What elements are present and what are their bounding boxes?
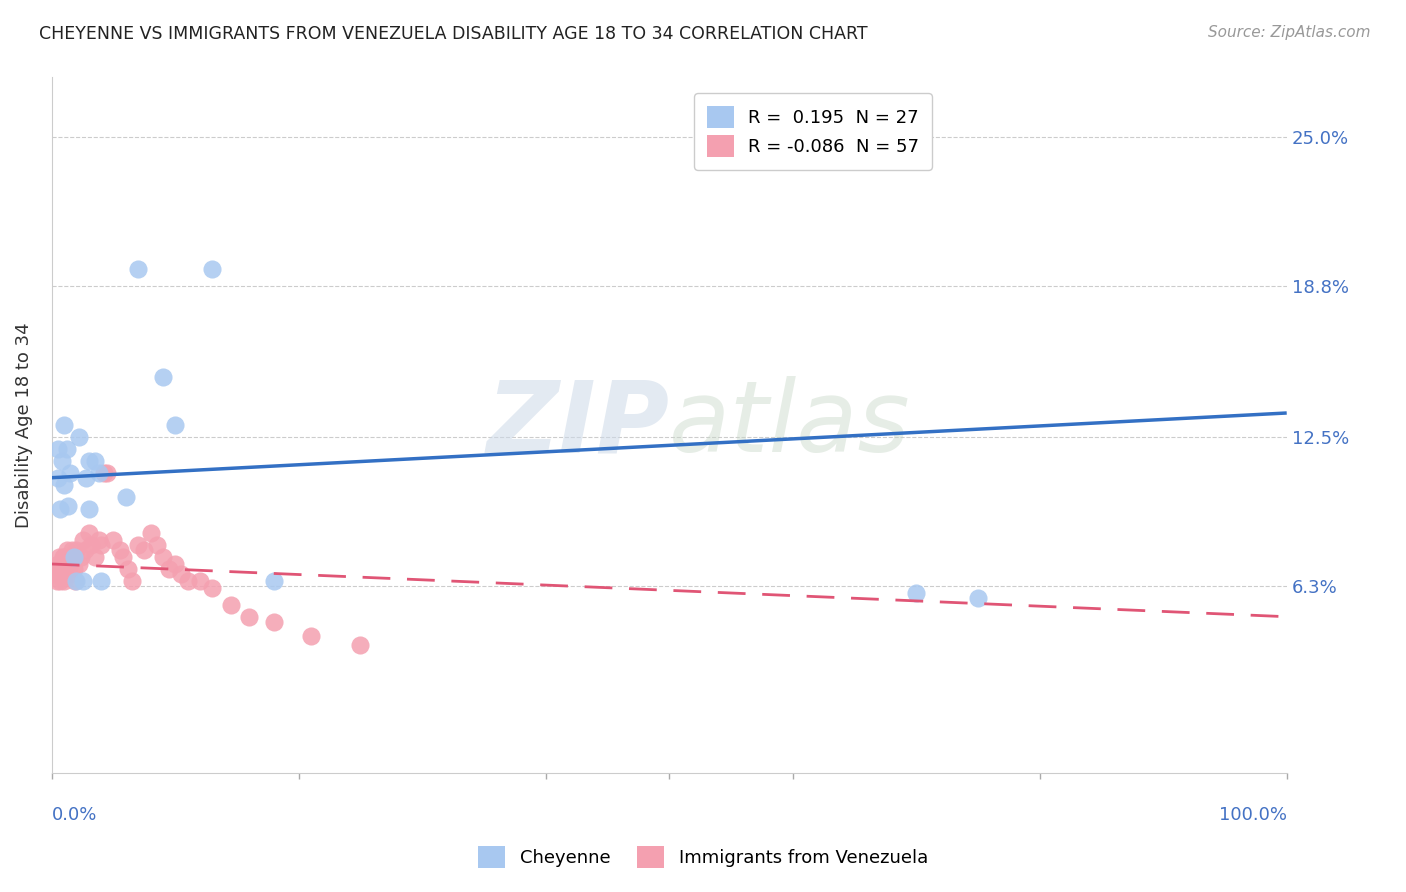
Point: [238, 609, 260, 624]
Point: [165, 417, 187, 432]
Point: [55, 442, 77, 456]
Text: atlas: atlas: [669, 376, 911, 474]
Point: [59, 466, 82, 480]
Text: 100.0%: 100.0%: [1219, 805, 1286, 824]
Point: [299, 629, 322, 643]
Point: [48, 549, 70, 564]
Point: [63, 574, 86, 588]
Point: [59, 557, 82, 571]
Point: [46, 442, 69, 456]
Point: [52, 562, 75, 576]
Point: [53, 417, 76, 432]
Point: [49, 574, 72, 588]
Point: [80, 538, 103, 552]
Point: [157, 562, 180, 576]
Point: [53, 557, 76, 571]
Text: ZIP: ZIP: [486, 376, 669, 474]
Point: [219, 598, 242, 612]
Point: [51, 566, 73, 581]
Point: [53, 566, 76, 581]
Point: [72, 574, 94, 588]
Point: [44, 562, 66, 576]
Point: [165, 557, 187, 571]
Point: [84, 549, 107, 564]
Point: [53, 478, 76, 492]
Text: Source: ZipAtlas.com: Source: ZipAtlas.com: [1208, 25, 1371, 40]
Point: [145, 538, 167, 552]
Point: [63, 549, 86, 564]
Legend: Cheyenne, Immigrants from Venezuela: Cheyenne, Immigrants from Venezuela: [467, 835, 939, 879]
Point: [49, 562, 72, 576]
Point: [87, 533, 110, 547]
Point: [170, 566, 193, 581]
Point: [46, 566, 69, 581]
Point: [46, 471, 69, 485]
Point: [51, 557, 73, 571]
Point: [67, 557, 90, 571]
Point: [121, 574, 143, 588]
Point: [103, 533, 125, 547]
Point: [56, 555, 79, 569]
Point: [56, 500, 79, 514]
Point: [93, 466, 115, 480]
Point: [52, 549, 75, 564]
Point: [188, 574, 211, 588]
Point: [72, 533, 94, 547]
Point: [53, 549, 76, 564]
Point: [176, 574, 198, 588]
Point: [967, 591, 990, 605]
Point: [152, 549, 174, 564]
Point: [53, 574, 76, 588]
Point: [58, 566, 80, 581]
Point: [77, 501, 100, 516]
Text: CHEYENNE VS IMMIGRANTS FROM VENEZUELA DISABILITY AGE 18 TO 34 CORRELATION CHART: CHEYENNE VS IMMIGRANTS FROM VENEZUELA DI…: [39, 25, 868, 43]
Point: [127, 262, 149, 277]
Point: [139, 525, 162, 540]
Point: [349, 639, 371, 653]
Point: [905, 586, 928, 600]
Text: 0.0%: 0.0%: [52, 805, 97, 824]
Point: [65, 574, 87, 588]
Point: [70, 549, 93, 564]
Point: [96, 466, 118, 480]
Y-axis label: Disability Age 18 to 34: Disability Age 18 to 34: [15, 322, 32, 528]
Point: [115, 490, 138, 504]
Point: [60, 542, 83, 557]
Point: [134, 542, 156, 557]
Point: [90, 538, 112, 552]
Point: [84, 454, 107, 468]
Point: [65, 542, 87, 557]
Point: [62, 549, 84, 564]
Point: [45, 574, 67, 588]
Point: [75, 471, 97, 485]
Point: [201, 262, 224, 277]
Point: [112, 549, 135, 564]
Point: [77, 454, 100, 468]
Point: [75, 542, 97, 557]
Point: [87, 466, 110, 480]
Point: [117, 562, 139, 576]
Point: [201, 581, 224, 595]
Point: [51, 454, 73, 468]
Point: [67, 430, 90, 444]
Point: [55, 542, 77, 557]
Point: [44, 566, 66, 581]
Legend: R =  0.195  N = 27, R = -0.086  N = 57: R = 0.195 N = 27, R = -0.086 N = 57: [695, 94, 932, 170]
Point: [152, 370, 174, 384]
Point: [263, 574, 285, 588]
Point: [77, 525, 100, 540]
Point: [46, 557, 69, 571]
Point: [127, 538, 149, 552]
Point: [108, 542, 131, 557]
Point: [90, 574, 112, 588]
Point: [63, 562, 86, 576]
Point: [263, 615, 285, 629]
Point: [49, 501, 72, 516]
